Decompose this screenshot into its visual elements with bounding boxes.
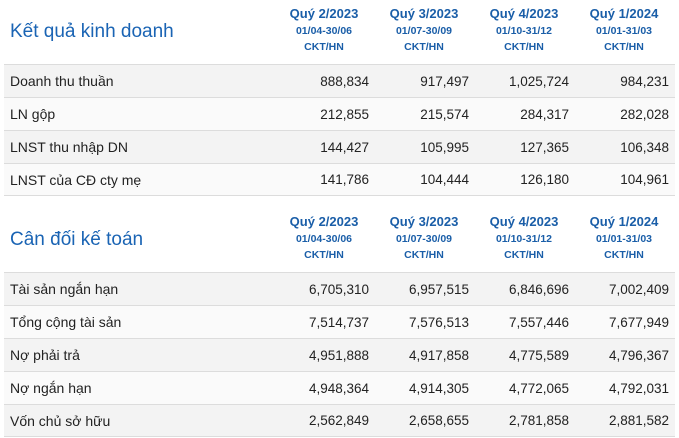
row-label: Doanh thu thuần [10,73,114,89]
cell-value: 282,028 [620,106,669,122]
cell-value: 6,705,310 [308,281,369,297]
column-header-q4-2023[interactable]: Quý 4/2023 01/10-31/12 CKT/HN [474,208,574,272]
cell-value: 6,957,515 [408,281,469,297]
cell-value: 7,557,446 [508,314,569,330]
cell-value: 2,562,849 [308,413,369,428]
table-row: LNST của CĐ cty mẹ 141,786 104,444 126,1… [4,163,675,196]
table-row: Tài sản ngắn hạn 6,705,310 6,957,515 6,8… [4,272,675,305]
cell-value: 4,792,031 [608,380,669,396]
business-results-header: Kết quả kinh doanh Quý 2/2023 01/04-30/0… [4,0,675,64]
cell-value: 1,025,724 [508,73,569,89]
cell-value: 106,348 [620,139,669,155]
cell-value: 284,317 [520,106,569,122]
cell-value: 2,781,858 [508,413,569,428]
column-header-q4-2023[interactable]: Quý 4/2023 01/10-31/12 CKT/HN [474,0,574,64]
cell-value: 7,514,737 [308,314,369,330]
row-label: LNST của CĐ cty mẹ [10,171,142,188]
cell-value: 4,917,858 [408,347,469,363]
row-label: Tổng cộng tài sản [10,314,122,330]
balance-sheet-title: Cân đối kế toán [10,229,144,250]
cell-value: 984,231 [620,73,669,89]
balance-sheet-section: Cân đối kế toán Quý 2/2023 01/04-30/06 C… [4,208,675,437]
table-row: Doanh thu thuần 888,834 917,497 1,025,72… [4,64,675,97]
cell-value: 4,775,589 [508,347,569,363]
balance-sheet-header: Cân đối kế toán Quý 2/2023 01/04-30/06 C… [4,208,675,272]
cell-value: 7,576,513 [408,314,469,330]
cell-value: 127,365 [520,139,569,155]
cell-value: 4,914,305 [408,380,469,396]
date-range: 01/10-31/12 [495,25,553,37]
report-type: CKT/HN [304,41,344,53]
table-row: LN gộp 212,855 215,574 284,317 282,028 [4,97,675,130]
quarter-label: Quý 3/2023 [389,214,459,229]
row-label: LN gộp [10,106,56,122]
date-range: 01/10-31/12 [495,233,553,245]
date-range: 01/04-30/06 [295,25,353,37]
quarter-label: Quý 1/2024 [589,6,659,21]
row-label: Nợ ngắn hạn [10,380,92,396]
cell-value: 215,574 [420,106,469,122]
cell-value: 4,796,367 [608,347,669,363]
quarter-label: Quý 4/2023 [489,214,559,229]
table-row: LNST thu nhập DN 144,427 105,995 127,365… [4,130,675,163]
column-header-q2-2023[interactable]: Quý 2/2023 01/04-30/06 CKT/HN [274,0,374,64]
cell-value: 917,497 [420,73,469,89]
business-results-section: Kết quả kinh doanh Quý 2/2023 01/04-30/0… [4,0,675,196]
cell-value: 2,881,582 [608,413,669,428]
row-label: Vốn chủ sở hữu [10,412,111,429]
report-type: CKT/HN [404,41,444,53]
cell-value: 105,995 [420,139,469,155]
quarter-label: Quý 4/2023 [489,6,559,21]
date-range: 01/07-30/09 [395,25,453,37]
quarter-label: Quý 2/2023 [289,214,359,229]
quarter-label: Quý 1/2024 [589,214,659,229]
column-header-q1-2024[interactable]: Quý 1/2024 01/01-31/03 CKT/HN [574,208,674,272]
cell-value: 104,444 [420,172,469,187]
quarter-label: Quý 3/2023 [389,6,459,21]
column-header-q1-2024[interactable]: Quý 1/2024 01/01-31/03 CKT/HN [574,0,674,64]
row-label: Tài sản ngắn hạn [10,281,119,297]
date-range: 01/01-31/03 [595,233,653,245]
column-header-q2-2023[interactable]: Quý 2/2023 01/04-30/06 CKT/HN [274,208,374,272]
report-type: CKT/HN [604,249,644,261]
cell-value: 212,855 [320,106,369,122]
date-range: 01/07-30/09 [395,233,453,245]
row-label: LNST thu nhập DN [10,139,129,155]
date-range: 01/04-30/06 [295,233,353,245]
report-type: CKT/HN [504,249,544,261]
cell-value: 7,002,409 [608,281,669,297]
cell-value: 144,427 [320,139,369,155]
cell-value: 141,786 [320,172,369,187]
cell-value: 4,772,065 [508,380,569,396]
column-header-q3-2023[interactable]: Quý 3/2023 01/07-30/09 CKT/HN [374,0,474,64]
cell-value: 6,846,696 [508,281,569,297]
report-type: CKT/HN [604,41,644,53]
cell-value: 7,677,949 [608,314,669,330]
quarter-label: Quý 2/2023 [289,6,359,21]
balance-sheet-rows: Tài sản ngắn hạn 6,705,310 6,957,515 6,8… [4,272,675,437]
cell-value: 4,951,888 [308,347,369,363]
table-row: Tổng cộng tài sản 7,514,737 7,576,513 7,… [4,305,675,338]
table-row: Nợ phải trả 4,951,888 4,917,858 4,775,58… [4,338,675,371]
business-results-title: Kết quả kinh doanh [10,21,174,42]
business-results-rows: Doanh thu thuần 888,834 917,497 1,025,72… [4,64,675,196]
column-header-q3-2023[interactable]: Quý 3/2023 01/07-30/09 CKT/HN [374,208,474,272]
table-row: Vốn chủ sở hữu 2,562,849 2,658,655 2,781… [4,404,675,437]
report-type: CKT/HN [404,249,444,261]
cell-value: 888,834 [320,73,369,89]
cell-value: 104,961 [620,172,669,187]
cell-value: 126,180 [520,172,569,187]
report-type: CKT/HN [504,41,544,53]
report-type: CKT/HN [304,249,344,261]
cell-value: 2,658,655 [408,413,469,428]
date-range: 01/01-31/03 [595,25,653,37]
table-row: Nợ ngắn hạn 4,948,364 4,914,305 4,772,06… [4,371,675,404]
cell-value: 4,948,364 [308,380,369,396]
row-label: Nợ phải trả [10,347,80,363]
